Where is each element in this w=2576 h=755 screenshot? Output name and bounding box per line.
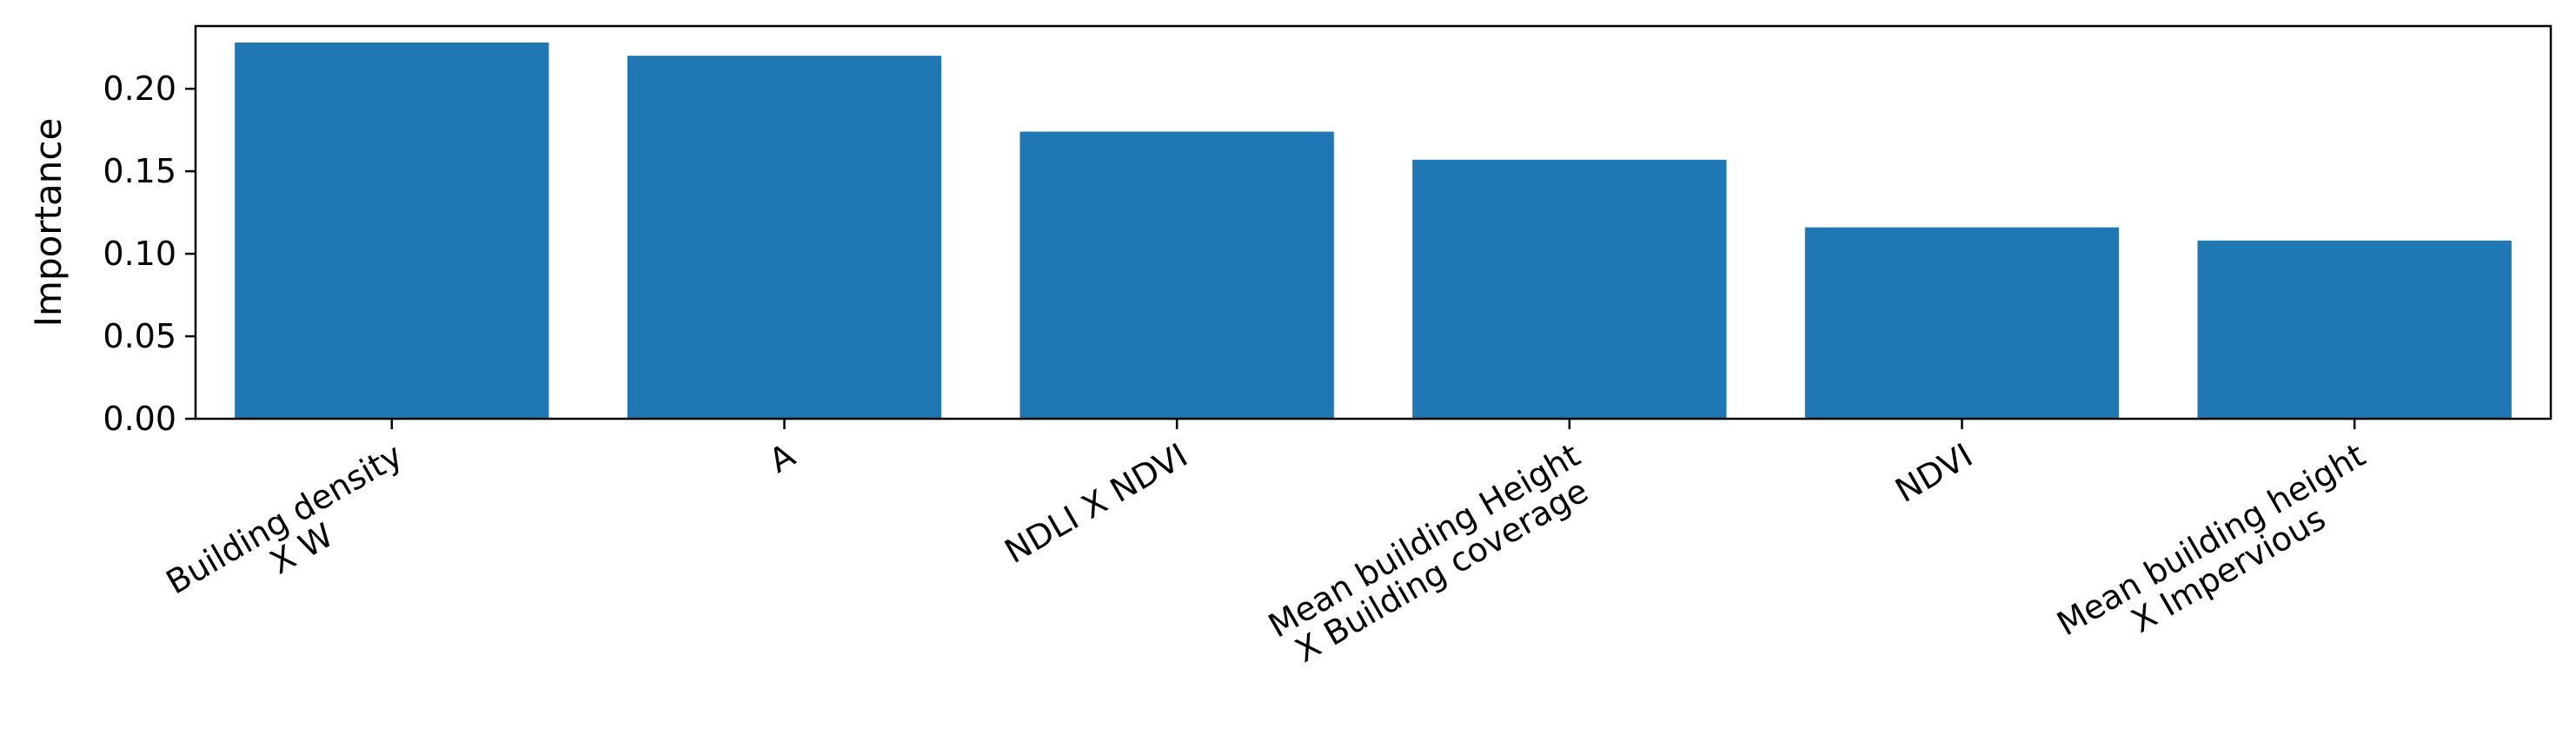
y-tick-label: 0.15 [103, 152, 176, 190]
bar [1804, 227, 2120, 419]
bars-group [235, 42, 2512, 420]
x-axis: Building densityX W A NDLI X NDVI Mean buil… [160, 419, 2388, 676]
x-tick-label-line: A [762, 436, 801, 480]
x-tick-label: Mean building HeightX Building coverage [1262, 436, 1603, 676]
x-tick-label-line: NDLI X NDVI [999, 436, 1194, 571]
y-tick-label: 0.20 [103, 70, 176, 108]
bar [627, 56, 942, 419]
x-tick-label: Building densityX W [160, 436, 427, 632]
x-tick-label: NDLI X NDVI [999, 436, 1194, 571]
y-tick-label: 0.05 [103, 317, 176, 355]
bar [2197, 240, 2512, 419]
y-axis: 0.00 0.05 0.10 0.15 0.20 [103, 70, 196, 438]
x-tick-label-line: Mean building Height [1262, 436, 1586, 646]
plot-frame [194, 24, 2553, 421]
y-axis-label: Importance [27, 118, 70, 328]
bar [1019, 131, 1334, 420]
x-tick-label: Mean building heightX Impervious [2050, 436, 2388, 673]
bar [235, 42, 549, 419]
x-tick-label-line: Mean building height [2050, 436, 2371, 644]
y-tick-label: 0.00 [103, 400, 176, 438]
y-tick-label: 0.10 [103, 235, 176, 273]
x-tick-label: A [762, 436, 801, 480]
x-tick-label-line: NDVI [1889, 436, 1979, 510]
bar [1412, 159, 1727, 419]
x-tick-label: NDVI [1889, 436, 1979, 510]
